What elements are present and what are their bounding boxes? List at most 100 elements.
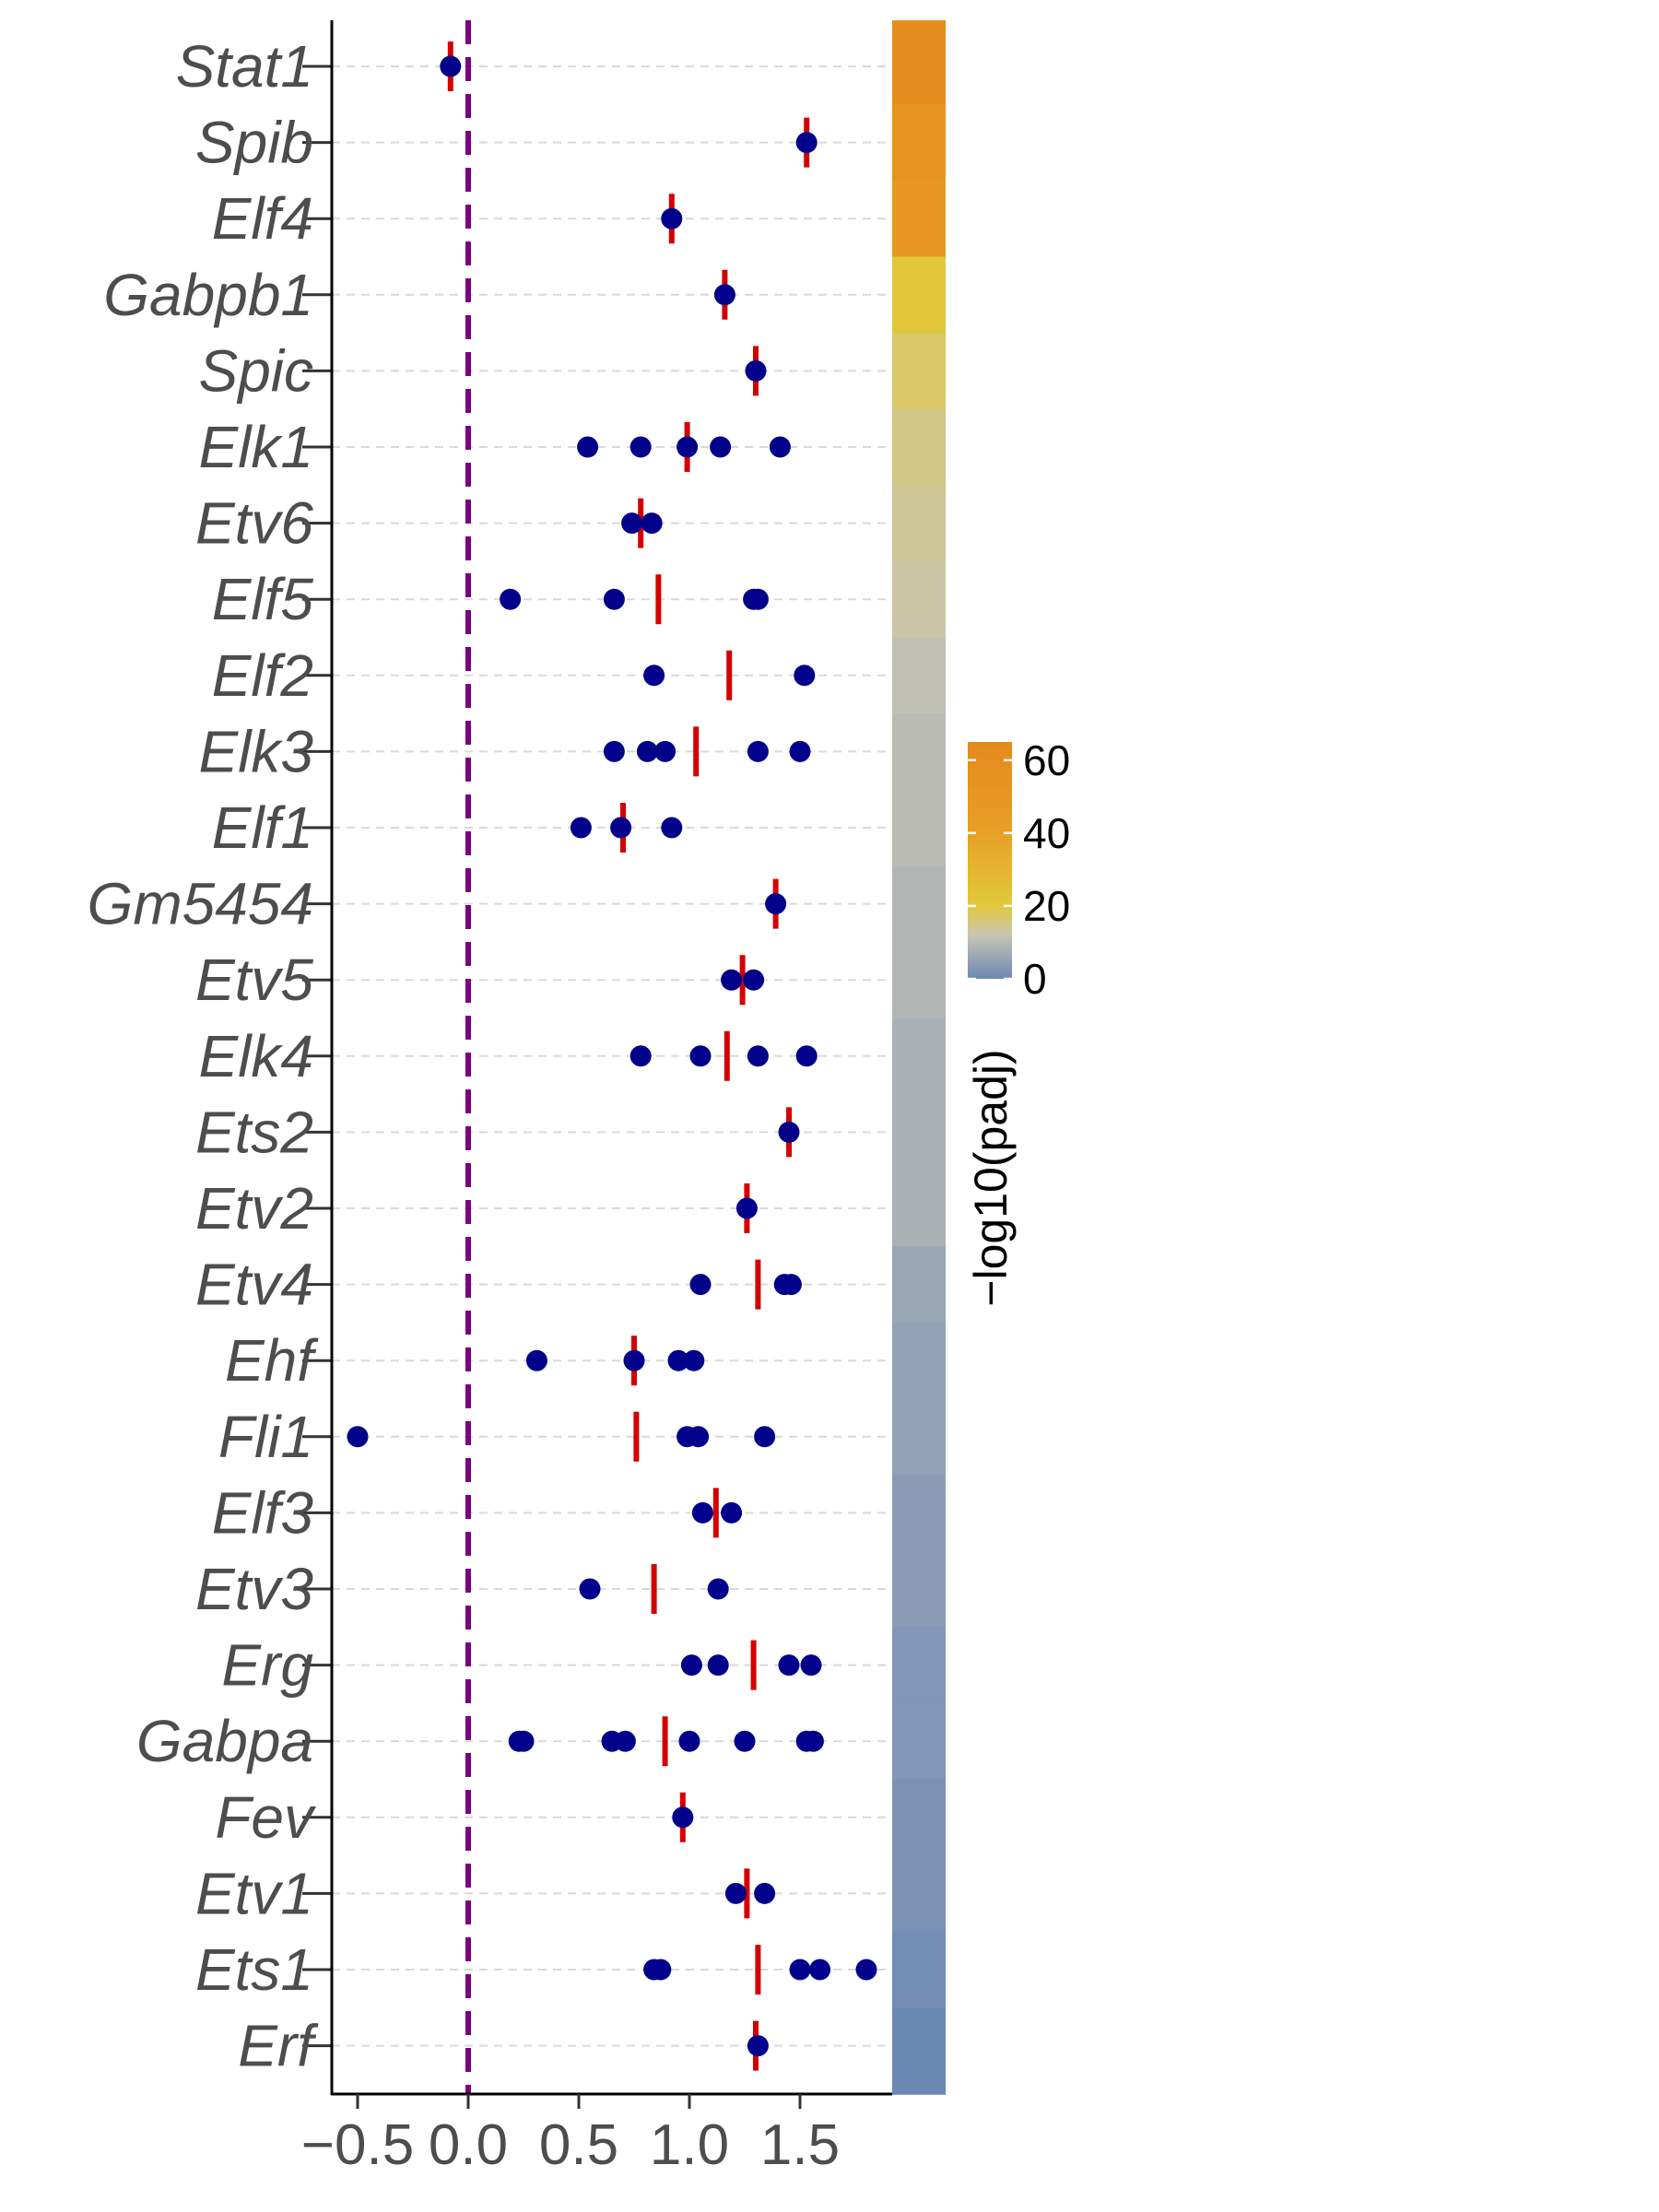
axes [302, 20, 892, 2096]
heat-cell [892, 2007, 946, 2095]
gene-label: Ets1 [195, 1936, 313, 2003]
data-point [667, 1349, 689, 1371]
data-point [689, 1274, 712, 1296]
x-tick-label: 1.0 [650, 2113, 729, 2177]
data-point [754, 1882, 776, 1904]
data-point [603, 740, 625, 762]
data-point [765, 893, 787, 915]
heat-cell [892, 1627, 946, 1704]
x-axis-ticks: −0.5 0.0 0.5 1.0 1.5 [301, 2094, 840, 2177]
heat-cell [892, 408, 946, 487]
data-point [724, 1882, 747, 1904]
data-point [778, 1654, 800, 1677]
heat-cell [892, 1398, 946, 1476]
heat-cell [892, 1475, 946, 1552]
gene-label: Erg [221, 1632, 313, 1699]
heat-cell [892, 560, 946, 639]
gene-label: Erf [238, 2013, 319, 2079]
data-point [650, 1959, 672, 1981]
data-point [721, 969, 743, 991]
gene-label: Elf3 [212, 1479, 314, 1546]
heat-cell [892, 485, 946, 562]
gene-label: Ets2 [195, 1099, 313, 1165]
heat-cell [892, 713, 946, 791]
data-point [809, 1959, 831, 1981]
gene-label: Stat1 [176, 33, 313, 100]
x-tick-label: −0.5 [301, 2113, 414, 2177]
data-point [747, 1045, 769, 1067]
gene-label: Elf2 [212, 642, 313, 709]
data-point [747, 740, 769, 762]
heat-cell [892, 1322, 946, 1400]
data-point [678, 1730, 700, 1752]
gene-label: Ehf [225, 1327, 319, 1394]
gene-label: Etv4 [195, 1252, 313, 1318]
data-points [347, 55, 877, 2057]
data-point [795, 132, 818, 154]
heat-cell [892, 104, 946, 182]
data-point [641, 512, 663, 535]
x-tick-label: 0.0 [429, 2113, 508, 2177]
heat-cell [892, 180, 946, 258]
data-point [577, 436, 599, 458]
data-point [603, 588, 625, 610]
data-point [795, 1045, 818, 1067]
gene-label: Etv1 [195, 1860, 313, 1926]
data-point [710, 436, 732, 458]
data-point [855, 1959, 877, 1981]
data-point [745, 359, 767, 382]
data-point [747, 2035, 769, 2057]
gene-label: Spib [195, 110, 313, 176]
gene-label: Gabpb1 [103, 262, 313, 328]
gene-label: Etv2 [195, 1175, 313, 1241]
gene-label: Gm5454 [88, 871, 313, 937]
data-point [747, 588, 769, 610]
gene-labels: Stat1 Spib Elf4 Gabpb1 Spic Elk1 Etv6 Elf5 Elf2 E… [88, 33, 320, 2079]
legend-tick-label: 60 [1023, 736, 1070, 784]
data-point [500, 588, 522, 610]
gene-label: Elf1 [212, 794, 313, 861]
heat-cell [892, 1170, 946, 1248]
data-point [672, 1806, 694, 1829]
data-point [800, 1654, 822, 1677]
legend-tick-label: 40 [1023, 809, 1070, 857]
gene-label: Elf4 [212, 185, 313, 252]
data-point [621, 512, 643, 535]
x-tick-label: 1.5 [760, 2113, 840, 2177]
data-point [688, 1426, 710, 1448]
data-point [636, 740, 658, 762]
legend-tick-label: 20 [1023, 882, 1070, 930]
data-point [629, 1045, 652, 1067]
data-point [713, 284, 735, 306]
legend-colorbar [968, 742, 1012, 979]
data-point [614, 1730, 636, 1752]
data-point [707, 1654, 729, 1677]
data-point [754, 1426, 776, 1448]
heat-cell [892, 1931, 946, 2009]
data-point [778, 1121, 800, 1143]
data-point [683, 1349, 705, 1371]
data-point [707, 1578, 729, 1600]
x-tick-label: 0.5 [539, 2113, 618, 2177]
data-point [802, 1730, 824, 1752]
data-point [721, 1501, 743, 1524]
data-point [347, 1426, 369, 1448]
padj-heat-strip [892, 20, 946, 2095]
heat-cell [892, 1855, 946, 1933]
data-point [629, 436, 652, 458]
data-point [794, 665, 816, 687]
data-point [734, 1730, 756, 1752]
heat-cell [892, 865, 946, 943]
gene-label: Elk1 [199, 414, 314, 480]
data-point [661, 817, 683, 839]
heat-cell [892, 789, 946, 867]
data-point [735, 1197, 758, 1219]
color-legend: 0 20 40 60 −log10(padj) [965, 736, 1070, 1307]
data-point [680, 1654, 702, 1677]
data-point [512, 1730, 535, 1752]
gene-label: Spic [199, 337, 314, 404]
data-point [691, 1501, 713, 1524]
data-point [769, 436, 791, 458]
legend-title: −log10(padj) [965, 1049, 1017, 1306]
heat-cell [892, 1094, 946, 1171]
